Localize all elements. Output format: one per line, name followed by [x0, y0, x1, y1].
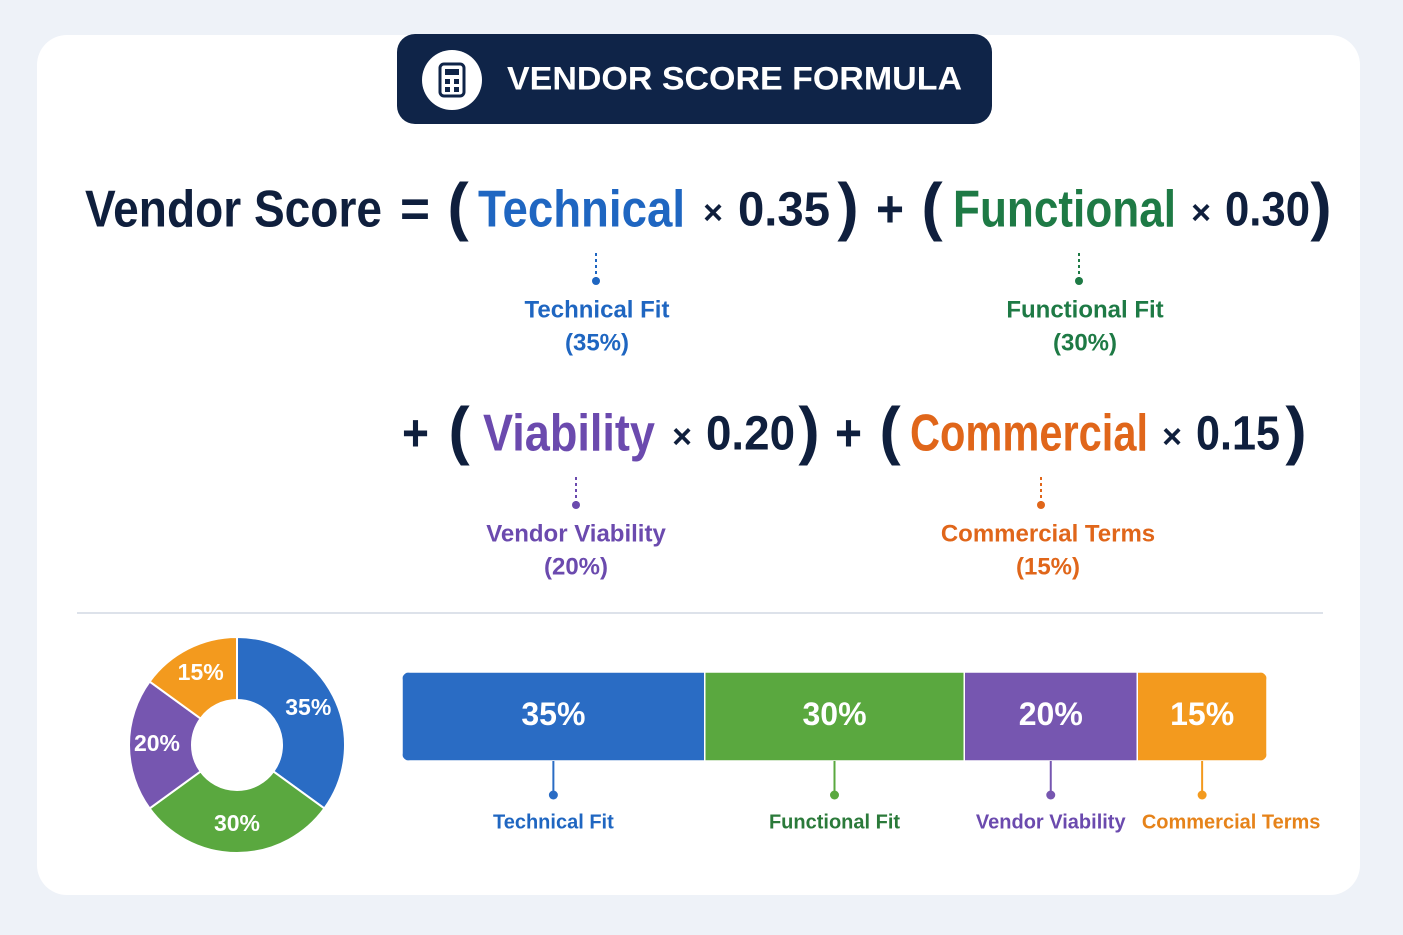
legend-dot [548, 790, 558, 800]
donut-label: 35% [285, 694, 331, 720]
header-title: VENDOR SCORE FORMULA [507, 60, 962, 96]
legend-dot [1046, 790, 1056, 800]
donut-segment [128, 680, 202, 810]
connector-dot [592, 277, 600, 285]
factor-label: Technical Fit [525, 296, 670, 323]
donut-segment [148, 635, 238, 720]
times-sign: × [1162, 418, 1182, 456]
factor-weight: 0.30 [1225, 184, 1310, 237]
parenthesis: ( [448, 394, 470, 466]
plus-sign: + [835, 405, 862, 463]
equals-sign: = [400, 181, 430, 239]
bar-segment [963, 672, 1138, 761]
parenthesis: ) [1285, 394, 1306, 466]
icon-screen [445, 69, 459, 75]
card [37, 35, 1360, 895]
stacked-bar [402, 672, 1267, 761]
calculator-icon [422, 50, 482, 110]
parenthesis: ) [837, 170, 858, 242]
connector-dot [1037, 501, 1045, 509]
bar-label: 20% [1019, 696, 1083, 732]
factor-label: Vendor Viability [486, 520, 666, 547]
legend-dot [830, 790, 839, 800]
parenthesis: ( [447, 170, 469, 242]
bar-segment [402, 672, 706, 761]
parenthesis: ( [879, 394, 901, 466]
factor-weight: 0.35 [738, 184, 830, 237]
factor-percent: (15%) [1016, 553, 1080, 580]
parenthesis: ) [1310, 170, 1331, 242]
legend-label: Functional Fit [769, 811, 900, 833]
bar-label: 30% [802, 696, 866, 732]
factor-weight: 0.20 [706, 408, 795, 461]
factor-label: Commercial Terms [941, 520, 1155, 547]
factor-label: Functional Fit [1006, 296, 1163, 323]
times-sign: × [703, 194, 723, 232]
bar-label: 15% [1170, 696, 1234, 732]
connector-dot [572, 501, 580, 509]
header-pill [397, 34, 992, 124]
bar-segment [1136, 672, 1267, 761]
parenthesis: ( [921, 170, 943, 242]
legend-label: Vendor Viability [976, 811, 1127, 833]
parenthesis: ) [798, 394, 819, 466]
times-sign: × [1191, 194, 1211, 232]
factor-percent: (35%) [565, 329, 629, 356]
donut-segment [148, 770, 326, 854]
factor-name: Functional [953, 181, 1176, 239]
times-sign: × [672, 418, 692, 456]
factor-name: Technical [478, 181, 685, 239]
factor-percent: (30%) [1053, 329, 1117, 356]
donut-label: 15% [178, 659, 224, 685]
factor-name: Commercial [910, 405, 1148, 463]
donut-label: 30% [214, 810, 260, 836]
legend-label: Commercial Terms [1142, 811, 1321, 833]
connector-dot [1075, 277, 1083, 285]
factor-name: Viability [483, 405, 655, 463]
legend-dot [1197, 790, 1207, 800]
plus-sign: + [402, 405, 429, 463]
legend-label: Technical Fit [493, 811, 614, 833]
factor-weight: 0.15 [1196, 408, 1280, 461]
donut-segment [236, 635, 346, 810]
icon-keys [445, 79, 459, 92]
icon-body [438, 62, 466, 98]
bar-label: 35% [521, 696, 585, 732]
donut-label: 20% [134, 730, 180, 756]
formula-lhs: Vendor Score [85, 181, 382, 239]
factor-percent: (20%) [544, 553, 608, 580]
plus-sign: + [876, 181, 904, 239]
